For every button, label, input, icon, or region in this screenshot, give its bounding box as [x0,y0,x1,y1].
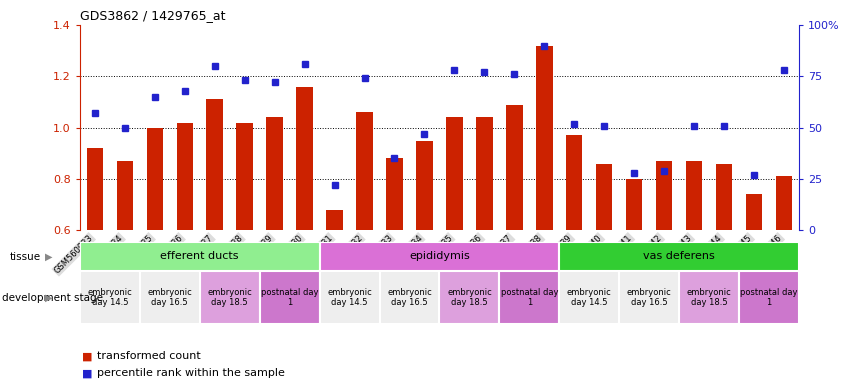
Text: ▶: ▶ [45,252,53,262]
Bar [326,210,343,230]
Bar [146,127,163,230]
Text: embryonic
day 14.5: embryonic day 14.5 [327,288,372,307]
Text: vas deferens: vas deferens [643,251,715,262]
Text: postnatal day
1: postnatal day 1 [500,288,558,307]
Bar [80,242,320,271]
Text: embryonic
day 18.5: embryonic day 18.5 [447,288,492,307]
Bar [207,99,223,230]
Bar [775,177,792,230]
Bar [746,194,762,230]
Text: embryonic
day 16.5: embryonic day 16.5 [627,288,671,307]
Bar [199,271,260,324]
Text: development stage: development stage [2,293,103,303]
Text: GDS3862 / 1429765_at: GDS3862 / 1429765_at [80,9,225,22]
Bar [476,118,493,230]
Bar [117,161,133,230]
Bar [566,136,583,230]
Bar [296,87,313,230]
Bar [87,148,103,230]
Text: embryonic
day 16.5: embryonic day 16.5 [147,288,192,307]
Bar [559,271,619,324]
Bar [177,122,193,230]
Bar [716,164,733,230]
Text: embryonic
day 16.5: embryonic day 16.5 [387,288,431,307]
Bar [416,141,432,230]
Bar [686,161,702,230]
Bar [506,104,522,230]
Bar [656,161,672,230]
Text: embryonic
day 14.5: embryonic day 14.5 [567,288,611,307]
Text: ▶: ▶ [45,293,53,303]
Bar [447,118,463,230]
Text: postnatal day
1: postnatal day 1 [261,288,319,307]
Text: efferent ducts: efferent ducts [161,251,239,262]
Text: transformed count: transformed count [97,351,200,361]
Bar [357,112,373,230]
Bar [559,242,799,271]
Bar [379,271,439,324]
Text: embryonic
day 18.5: embryonic day 18.5 [687,288,732,307]
Text: ■: ■ [82,368,92,378]
Text: postnatal day
1: postnatal day 1 [740,288,798,307]
Bar [596,164,612,230]
Bar [140,271,199,324]
Bar [739,271,799,324]
Bar [236,122,253,230]
Text: ■: ■ [82,351,92,361]
Bar [679,271,739,324]
Bar [320,242,559,271]
Bar [80,271,140,324]
Text: tissue: tissue [10,252,41,262]
Text: embryonic
day 14.5: embryonic day 14.5 [87,288,132,307]
Bar [267,118,283,230]
Bar [500,271,559,324]
Bar [536,46,553,230]
Bar [320,271,379,324]
Text: percentile rank within the sample: percentile rank within the sample [97,368,284,378]
Bar [626,179,643,230]
Bar [386,159,403,230]
Bar [439,271,500,324]
Text: embryonic
day 18.5: embryonic day 18.5 [208,288,252,307]
Bar [260,271,320,324]
Text: epididymis: epididymis [409,251,470,262]
Bar [619,271,679,324]
